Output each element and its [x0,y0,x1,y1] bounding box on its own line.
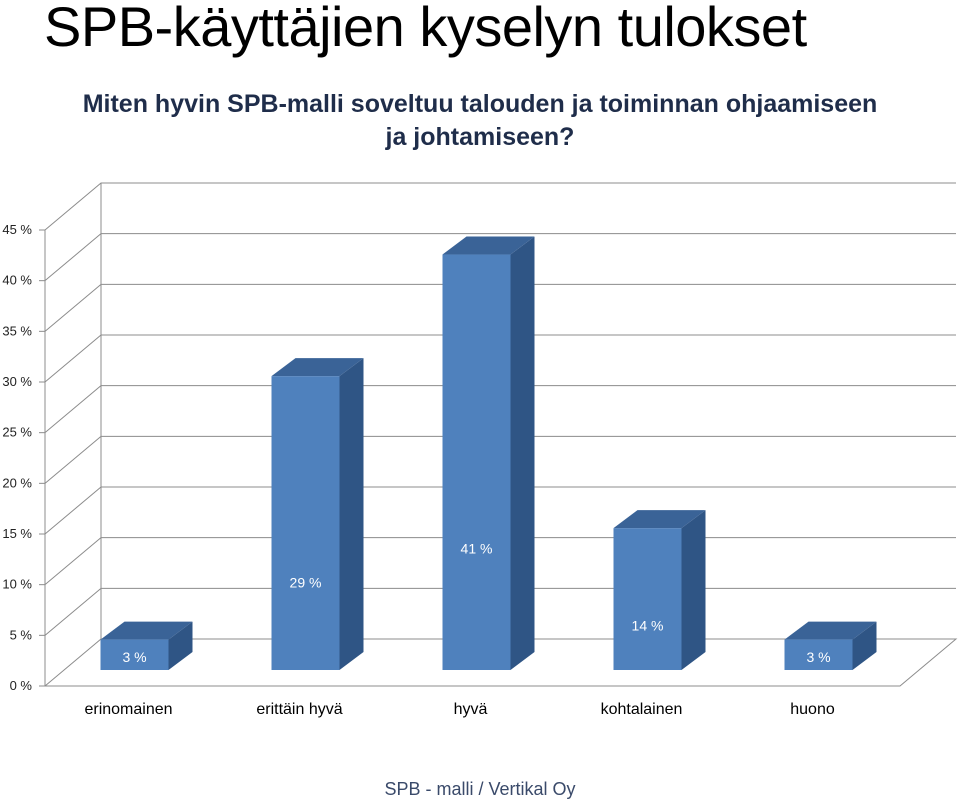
bar-top [100,621,193,640]
bar [100,621,193,670]
gridline [44,182,956,231]
gridline [44,385,956,434]
y-tick-label: 35 % [2,323,32,338]
bar [613,510,706,670]
y-tick-label: 30 % [2,374,32,389]
y-tick-label: 20 % [2,475,32,490]
bar-top [784,621,877,640]
gridline [44,486,956,535]
bar-side [510,236,535,671]
bar-top [442,236,535,255]
x-tick-label: hyvä [454,701,488,718]
slide-title: SPB-käyttäjien kyselyn tulokset [44,0,807,58]
gridline [44,435,956,484]
bar [442,236,535,671]
bars: 3 % 29 % 41 % 14 % 3 % [100,236,877,671]
bar-front [784,639,853,670]
bar-front [442,254,511,671]
x-tick-label: erittäin hyvä [256,701,342,718]
chart-title-line-1: Miten hyvin SPB-malli soveltuu talouden … [82,90,878,118]
data-label: 14 % [632,617,664,633]
bar [271,358,364,670]
x-axis-labels: erinomainen erittäin hyvä hyvä kohtalainen h… [84,701,834,718]
y-axis: 0 % 5 % 10 % 15 % 20 % 25 % 30 % 35 % 40 % 45 % [2,222,45,693]
chart-title-line-2: ja johtamiseen? [385,123,575,151]
bar-top [613,510,706,529]
x-tick-label: erinomainen [84,701,172,718]
bar [784,621,877,670]
bar-front [613,528,682,670]
bar-front [100,639,169,670]
chart-title: Miten hyvin SPB-malli soveltuu talouden … [0,88,960,154]
bar-front [271,376,340,670]
y-tick-label: 10 % [2,577,32,592]
y-tick-label: 0 % [10,678,33,693]
x-tick-label: kohtalainen [601,701,683,718]
data-label: 3 % [122,649,146,665]
x-tick-label: huono [790,701,835,718]
gridline [44,233,956,282]
bar-side [852,621,877,670]
gridline [44,283,956,332]
slide-footer: SPB - malli / Vertikal Oy [384,779,576,799]
y-tick-label: 40 % [2,273,32,288]
y-tick-label: 45 % [2,222,32,237]
chart-floor [43,638,958,687]
y-tick-label: 25 % [2,425,32,440]
data-label: 29 % [290,575,322,591]
bar-top [271,358,364,377]
gridline [44,334,956,383]
data-label: 41 % [461,541,493,557]
bar-side [168,621,193,670]
y-tick-label: 5 % [10,627,33,642]
data-label: 3 % [806,649,830,665]
y-tick-label: 15 % [2,526,32,541]
bar-side [681,510,706,670]
bar-side [339,358,364,670]
